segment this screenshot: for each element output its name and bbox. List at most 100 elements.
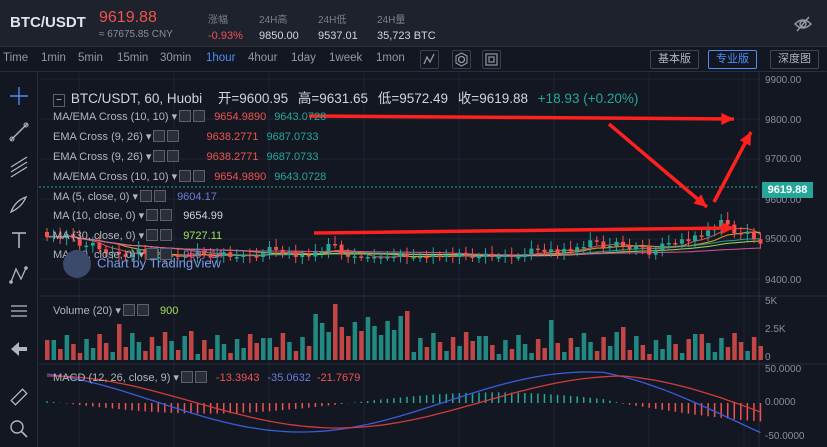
zoom-icon[interactable]	[8, 418, 30, 440]
volume-bar	[136, 342, 142, 360]
close-icon[interactable]	[136, 304, 149, 316]
basic-version-button[interactable]: 基本版	[650, 50, 699, 69]
indicator-row[interactable]: EMA Cross (9, 26) ▾ 9638.2771 9687.0733	[53, 150, 319, 163]
candle-body	[97, 242, 102, 250]
settings-icon[interactable]	[146, 209, 159, 221]
timeframe-1day[interactable]: 1day	[291, 52, 316, 64]
volume-bar	[64, 335, 70, 360]
close-icon[interactable]	[160, 209, 173, 221]
price-axis-label: 9900.00	[765, 75, 802, 86]
candle-body	[261, 253, 265, 257]
settings-icon[interactable]	[146, 229, 159, 241]
candle-body	[575, 247, 580, 252]
price-axis-label: 9400.00	[765, 275, 802, 286]
trend-line-icon[interactable]	[8, 121, 30, 143]
settings-icon[interactable]	[140, 190, 152, 202]
close-icon[interactable]	[167, 130, 180, 142]
low-value: 9572.49	[399, 91, 449, 106]
fullscreen-icon[interactable]	[482, 50, 501, 69]
indicator-row[interactable]: MA/EMA Cross (10, 10) ▾ 9654.9890 9643.07…	[53, 110, 327, 123]
volume-bar	[686, 339, 691, 360]
macd-line	[46, 371, 761, 434]
indicator-value: 9643.0728	[274, 171, 327, 183]
timeframe-1week[interactable]: 1week	[329, 52, 363, 64]
brush-icon[interactable]	[8, 193, 30, 215]
measure-icon[interactable]	[8, 300, 30, 322]
candle-body	[470, 256, 475, 258]
close-icon[interactable]	[194, 371, 207, 383]
hide-eye-icon[interactable]	[793, 14, 813, 34]
volume-bar	[365, 317, 371, 360]
crosshair-icon[interactable]	[8, 85, 30, 107]
settings-icon[interactable]	[179, 110, 192, 122]
candle-body	[568, 248, 573, 252]
volume-bar	[424, 347, 430, 360]
ohlc-legend: − BTC/USDT, 60, Huobi 开=9600.95 高=9631.65…	[53, 87, 638, 107]
candle-body	[228, 252, 233, 257]
timeframe-1min[interactable]: 1min	[41, 52, 66, 64]
candle-body	[444, 255, 449, 257]
candle-body	[719, 220, 724, 229]
indicator-row[interactable]: MA (30, close, 0) ▾ 9727.11	[53, 229, 223, 242]
candle-body	[450, 255, 455, 257]
close-icon[interactable]	[160, 229, 173, 241]
candle-body	[647, 247, 652, 255]
arrow-shaft	[313, 226, 735, 235]
close-icon[interactable]	[193, 110, 206, 122]
settings-icon[interactable]	[153, 130, 166, 142]
close-icon[interactable]	[154, 190, 166, 202]
timeframe-5min[interactable]: 5min	[78, 52, 103, 64]
close-icon[interactable]	[193, 170, 206, 182]
indicator-row[interactable]: MA (5, close, 0) ▾ 9604.17	[53, 190, 217, 203]
candle-body	[529, 248, 534, 255]
volume-bar	[483, 336, 489, 360]
close-icon[interactable]	[167, 150, 180, 162]
text-icon[interactable]	[8, 229, 30, 251]
volume-legend[interactable]: Volume (20) ▾ 900	[53, 304, 179, 317]
chart-area[interactable]: − BTC/USDT, 60, Huobi 开=9600.95 高=9631.65…	[39, 72, 827, 447]
timeframe-30min[interactable]: 30min	[160, 52, 192, 64]
timeframe-time[interactable]: Time	[3, 52, 29, 64]
volume-bar	[175, 350, 181, 360]
indicator-row[interactable]: MA/EMA Cross (10, 10) ▾ 9654.9890 9643.07…	[53, 170, 327, 183]
timeframe-1mon[interactable]: 1mon	[376, 52, 405, 64]
volume-bar	[241, 348, 246, 360]
timeframe-1hour[interactable]: 1hour	[206, 52, 236, 64]
candle-body	[202, 251, 207, 254]
ruler-icon[interactable]	[8, 386, 30, 408]
pattern-icon[interactable]	[8, 264, 30, 286]
volume-bar	[293, 351, 299, 360]
close-icon[interactable]	[160, 248, 173, 260]
volume-bar	[378, 335, 384, 360]
pro-version-button[interactable]: 专业版	[708, 50, 757, 69]
chart-toolbar: Time 1min 5min 15min 30min 1hour 4hour 1…	[0, 47, 827, 72]
settings-icon[interactable]	[146, 248, 159, 260]
open-label: 开=	[217, 91, 240, 106]
timeframe-4hour[interactable]: 4hour	[248, 52, 278, 64]
indicator-row[interactable]: EMA Cross (9, 26) ▾ 9638.2771 9687.0733	[53, 130, 319, 143]
indicator-value: 9654.9890	[214, 171, 267, 183]
indicator-row[interactable]: MA (10, close, 0) ▾ 9654.99	[53, 209, 223, 222]
collapse-icon[interactable]: −	[53, 94, 65, 107]
indicators-icon[interactable]	[420, 50, 439, 69]
fib-icon[interactable]	[8, 156, 30, 178]
volume-bar	[712, 352, 718, 360]
timeframe-15min[interactable]: 15min	[117, 52, 149, 64]
settings-icon[interactable]	[122, 304, 135, 316]
volume-bar	[169, 341, 174, 360]
macd-legend[interactable]: MACD (12, 26, close, 9) ▾ -13.3943 -35.06…	[53, 371, 361, 384]
last-price: 9619.88	[99, 9, 157, 26]
depth-chart-button[interactable]: 深度图	[770, 50, 819, 69]
volume-bar	[234, 339, 240, 360]
volume-bar	[581, 333, 587, 360]
settings-icon[interactable]	[153, 150, 166, 162]
volume-bar	[719, 338, 724, 360]
back-icon[interactable]	[8, 338, 30, 360]
settings-gear-icon[interactable]	[452, 50, 471, 69]
settings-icon[interactable]	[180, 371, 193, 383]
volume-bar	[437, 342, 443, 360]
stat-label: 涨幅	[208, 15, 228, 26]
settings-icon[interactable]	[179, 170, 192, 182]
macd-axis-label: -50.0000	[765, 431, 805, 442]
chart-canvas[interactable]	[39, 72, 827, 447]
